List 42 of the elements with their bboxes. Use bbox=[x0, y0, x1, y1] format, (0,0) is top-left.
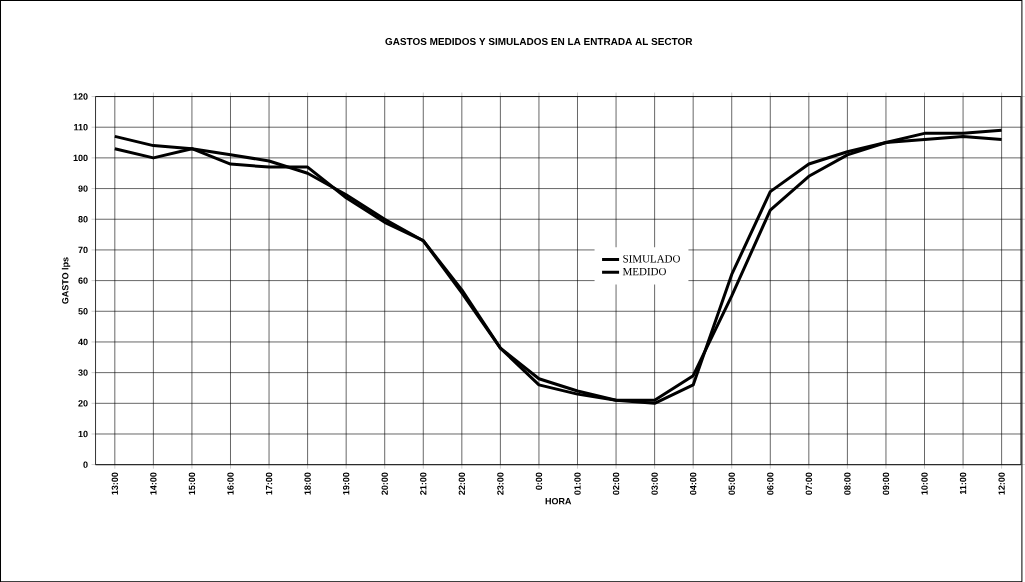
y-tick-label: 80 bbox=[78, 215, 88, 223]
x-tick-label: 14:00 bbox=[150, 472, 157, 495]
y-tick-label: 40 bbox=[78, 338, 88, 346]
x-tick-label: 16:00 bbox=[227, 472, 234, 495]
x-tick-label: 09:00 bbox=[882, 472, 890, 495]
x-tick-label: 22:00 bbox=[458, 472, 466, 495]
y-tick-label: 0 bbox=[83, 461, 88, 468]
x-tick-label: 05:00 bbox=[728, 472, 735, 495]
x-tick-label: 02:00 bbox=[612, 472, 620, 495]
y-tick-label: 10 bbox=[78, 430, 88, 438]
x-tick-label: 18:00 bbox=[304, 472, 311, 495]
x-tick-label: 17:00 bbox=[265, 472, 273, 495]
y-tick-label: 30 bbox=[78, 369, 88, 376]
x-tick-label: 06:00 bbox=[767, 472, 774, 495]
x-tick-label: 23:00 bbox=[497, 472, 504, 495]
y-tick-label: 20 bbox=[78, 400, 88, 407]
legend-label: MEDIDO bbox=[622, 267, 666, 276]
x-axis-title: HORA bbox=[545, 497, 572, 505]
x-tick-label: 03:00 bbox=[651, 472, 658, 495]
x-tick-label: 20:00 bbox=[381, 472, 388, 495]
x-tick-label: 07:00 bbox=[805, 472, 813, 495]
x-tick-label: 08:00 bbox=[844, 472, 851, 495]
x-tick-label: 01:00 bbox=[574, 472, 581, 495]
chart-title: GASTOS MEDIDOS Y SIMULADOS EN LA ENTRADA AL SECTOR bbox=[385, 37, 693, 45]
x-tick-label: 0:00 bbox=[535, 472, 543, 490]
y-tick-label: 110 bbox=[74, 123, 88, 131]
x-tick-label: 13:00 bbox=[111, 472, 118, 495]
y-tick-label: 50 bbox=[78, 307, 88, 315]
x-tick-label: 15:00 bbox=[188, 472, 196, 495]
y-tick-label: 90 bbox=[78, 185, 88, 192]
x-tick-label: 12:00 bbox=[998, 472, 1005, 495]
y-tick-label: 60 bbox=[78, 277, 88, 284]
x-tick-label: 11:00 bbox=[959, 472, 967, 494]
x-tick-label: 04:00 bbox=[689, 472, 697, 495]
x-tick-label: 10:00 bbox=[921, 472, 928, 495]
y-axis-title: GASTO lps bbox=[61, 257, 71, 304]
x-tick-label: 21:00 bbox=[420, 472, 427, 495]
x-tick-label: 19:00 bbox=[342, 472, 350, 495]
y-tick-label: 100 bbox=[73, 154, 88, 161]
y-tick-label: 70 bbox=[78, 246, 88, 253]
legend-label: SIMULADO bbox=[623, 255, 680, 263]
y-tick-label: 120 bbox=[73, 93, 88, 100]
